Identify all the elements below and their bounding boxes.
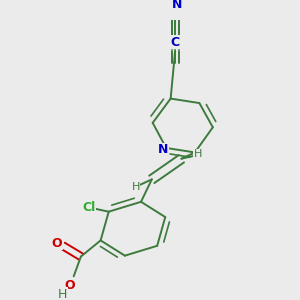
Text: Cl: Cl [82, 201, 96, 214]
Text: H: H [58, 288, 68, 300]
Text: O: O [64, 279, 74, 292]
Text: C: C [171, 35, 180, 49]
Text: N: N [172, 0, 182, 11]
Text: N: N [158, 143, 169, 156]
Text: H: H [194, 149, 202, 159]
Text: H: H [131, 182, 140, 191]
Text: O: O [51, 237, 62, 250]
